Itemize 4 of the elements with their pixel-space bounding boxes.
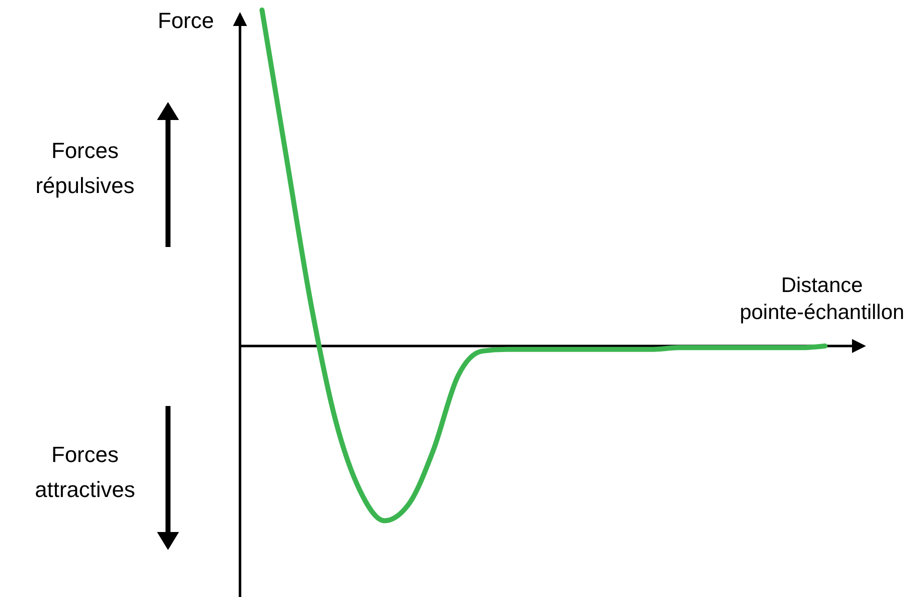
x-axis-title: Distance pointe-échantillon: [740, 274, 904, 324]
text: Forces répulsives: [35, 138, 135, 198]
text: Forces attractives: [34, 442, 136, 502]
y-axis-title: Force: [158, 8, 214, 33]
